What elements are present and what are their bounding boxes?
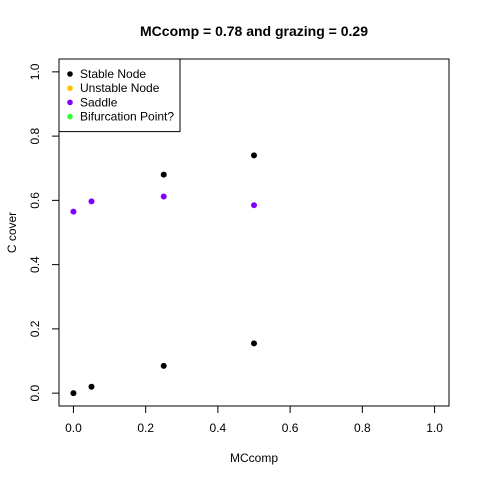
legend-marker-saddle <box>67 99 73 106</box>
x-tick-label: 0.0 <box>65 421 82 435</box>
y-tick-label: 0.8 <box>28 127 42 144</box>
point-stable-node <box>251 340 257 347</box>
point-stable-node <box>88 383 95 390</box>
data-points <box>70 152 257 397</box>
legend-label-saddle: Saddle <box>80 95 118 109</box>
chart-title: MCcomp = 0.78 and grazing = 0.29 <box>140 23 368 39</box>
point-stable-node <box>160 362 167 369</box>
x-axis: 0.0 0.2 0.4 0.6 0.8 1.0 <box>65 405 443 435</box>
legend-box <box>58 58 181 133</box>
y-axis-label: C cover <box>5 212 19 253</box>
point-saddle <box>251 202 257 209</box>
point-stable-node <box>251 152 257 159</box>
y-tick-label: 0.2 <box>28 320 42 337</box>
legend-marker-stable-node <box>67 71 73 77</box>
point-saddle <box>70 208 77 215</box>
y-tick-label: 0.6 <box>28 192 42 209</box>
y-tick-label: 0.0 <box>28 384 42 401</box>
x-tick-label: 0.4 <box>210 421 227 435</box>
x-tick-label: 0.6 <box>282 421 299 435</box>
legend-marker-bifurcation-point <box>67 113 73 120</box>
y-tick-label: 1.0 <box>28 63 42 80</box>
x-axis-label: MCcomp <box>230 451 278 465</box>
point-stable-node <box>70 390 77 397</box>
point-saddle <box>160 193 167 200</box>
x-tick-label: 1.0 <box>426 421 443 435</box>
legend-label-bifurcation-point: Bifurcation Point? <box>80 110 174 124</box>
legend-marker-unstable-node <box>67 85 73 91</box>
point-saddle <box>88 198 95 205</box>
legend-label-unstable-node: Unstable Node <box>80 81 160 95</box>
y-tick-label: 0.4 <box>28 256 42 273</box>
point-stable-node <box>160 171 167 178</box>
y-axis: 0.0 0.2 0.4 0.6 0.8 1.0 <box>28 63 60 401</box>
x-tick-label: 0.2 <box>137 421 154 435</box>
x-tick-label: 0.8 <box>354 421 371 435</box>
legend-label-stable-node: Stable Node <box>80 67 146 81</box>
